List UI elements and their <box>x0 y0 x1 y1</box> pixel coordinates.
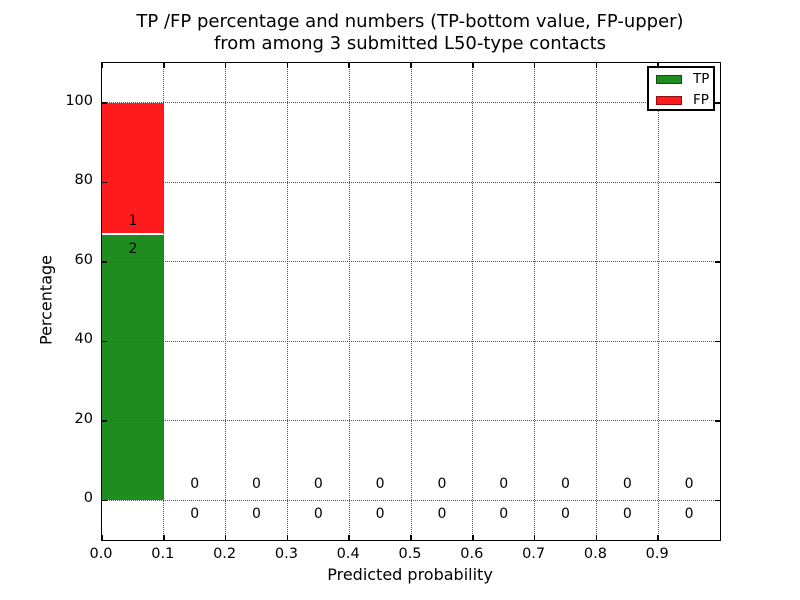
plot-area: TP FP 1 2 0 0 0 0 0 0 0 0 0 0 0 0 0 0 0 0 0 0 <box>101 62 721 541</box>
fp-bar-segment <box>102 102 164 236</box>
y-tick-mark <box>102 340 107 342</box>
bar-stack-seam <box>102 233 164 236</box>
x-tick-mark <box>533 63 536 68</box>
y-tick-label: 0 <box>83 490 93 507</box>
x-tick-label: 0.4 <box>336 546 360 562</box>
v-gridline <box>657 63 659 540</box>
fp-count-label: 0 <box>499 476 509 493</box>
x-tick-mark <box>101 535 103 540</box>
v-gridline <box>410 63 412 540</box>
x-tick-mark <box>595 63 598 68</box>
x-tick-mark <box>101 63 103 68</box>
legend-swatch-tp <box>656 74 682 84</box>
x-tick-label: 0.9 <box>645 546 669 562</box>
tp-count-label: 0 <box>313 506 323 523</box>
fp-count-label: 0 <box>375 476 385 493</box>
fp-count-label: 0 <box>561 476 570 493</box>
x-tick-mark <box>472 63 474 68</box>
h-gridline <box>102 181 720 183</box>
fp-count-label: 0 <box>622 476 632 493</box>
tp-count-label: 0 <box>437 506 447 523</box>
chart-title-line1: TP /FP percentage and numbers (TP-bottom… <box>136 11 684 32</box>
legend-label-tp: TP <box>693 70 710 87</box>
h-gridline <box>102 340 720 342</box>
y-tick-mark <box>715 102 720 104</box>
v-gridline <box>595 63 597 540</box>
tp-count-label: 0 <box>622 506 632 523</box>
x-tick-mark <box>286 535 289 540</box>
legend-row: FP <box>649 90 713 110</box>
x-tick-mark <box>657 63 659 68</box>
fp-count-label: 0 <box>313 476 323 493</box>
y-tick-label: 100 <box>65 92 93 109</box>
tp-count-label: 2 <box>128 240 138 257</box>
y-tick-mark <box>102 181 107 183</box>
x-tick-mark <box>472 535 474 540</box>
y-tick-mark <box>102 420 107 422</box>
legend-swatch-fp <box>656 95 682 105</box>
v-gridline <box>534 63 536 540</box>
x-tick-label: 0.3 <box>274 546 298 562</box>
legend-label-fp: FP <box>693 91 709 108</box>
x-tick-label: 0.7 <box>522 546 546 562</box>
legend-row: TP <box>649 69 713 89</box>
tp-count-label: 0 <box>190 506 200 523</box>
chart-title: TP /FP percentage and numbers (TP-bottom… <box>101 11 719 55</box>
tp-count-label: 0 <box>561 506 570 523</box>
fp-count-label: 0 <box>437 476 447 493</box>
x-tick-label: 0.8 <box>583 546 607 562</box>
h-gridline <box>102 261 720 263</box>
x-tick-mark <box>163 535 165 540</box>
x-tick-label: 0.5 <box>398 546 422 562</box>
v-gridline <box>348 63 350 540</box>
x-tick-mark <box>224 535 227 540</box>
v-gridline <box>472 63 474 540</box>
x-tick-label: 0.0 <box>89 546 113 562</box>
h-gridline <box>102 102 720 104</box>
chart-title-line2: from among 3 submitted L50-type contacts <box>213 33 607 54</box>
y-tick-label: 80 <box>74 172 93 189</box>
v-gridline <box>286 63 288 540</box>
tp-count-label: 0 <box>252 506 261 523</box>
x-tick-mark <box>533 535 536 540</box>
y-tick-mark <box>715 340 720 342</box>
x-tick-label: 0.1 <box>151 546 175 562</box>
h-gridline <box>102 499 720 501</box>
x-tick-label: 0.2 <box>213 546 237 562</box>
v-gridline <box>163 63 165 540</box>
fp-count-label: 0 <box>252 476 261 493</box>
y-tick-mark <box>715 181 720 183</box>
tp-bar-segment <box>102 235 164 501</box>
x-tick-mark <box>657 535 659 540</box>
y-tick-label: 20 <box>74 410 93 427</box>
fp-count-label: 0 <box>684 476 694 493</box>
y-tick-mark <box>102 102 107 104</box>
y-tick-mark <box>102 499 107 501</box>
y-tick-label: 40 <box>74 331 93 348</box>
x-tick-mark <box>286 63 289 68</box>
tp-count-label: 0 <box>684 506 694 523</box>
y-tick-mark <box>102 261 107 263</box>
x-axis-label: Predicted probability <box>327 565 493 584</box>
legend: TP FP <box>647 66 715 111</box>
x-tick-mark <box>595 535 598 540</box>
x-tick-label: 0.6 <box>460 546 484 562</box>
fp-count-label: 0 <box>190 476 200 493</box>
y-tick-mark <box>715 261 720 263</box>
x-tick-mark <box>224 63 227 68</box>
x-tick-mark <box>348 535 350 540</box>
tp-count-label: 0 <box>375 506 385 523</box>
fp-count-label: 1 <box>128 212 138 229</box>
y-tick-mark <box>715 499 720 501</box>
tp-count-label: 0 <box>499 506 509 523</box>
x-tick-mark <box>410 535 412 540</box>
y-tick-mark <box>715 420 720 422</box>
v-gridline <box>225 63 227 540</box>
x-tick-mark <box>348 63 350 68</box>
h-gridline <box>102 420 720 422</box>
y-tick-label: 60 <box>74 251 93 268</box>
x-tick-mark <box>163 63 165 68</box>
x-tick-mark <box>410 63 412 68</box>
